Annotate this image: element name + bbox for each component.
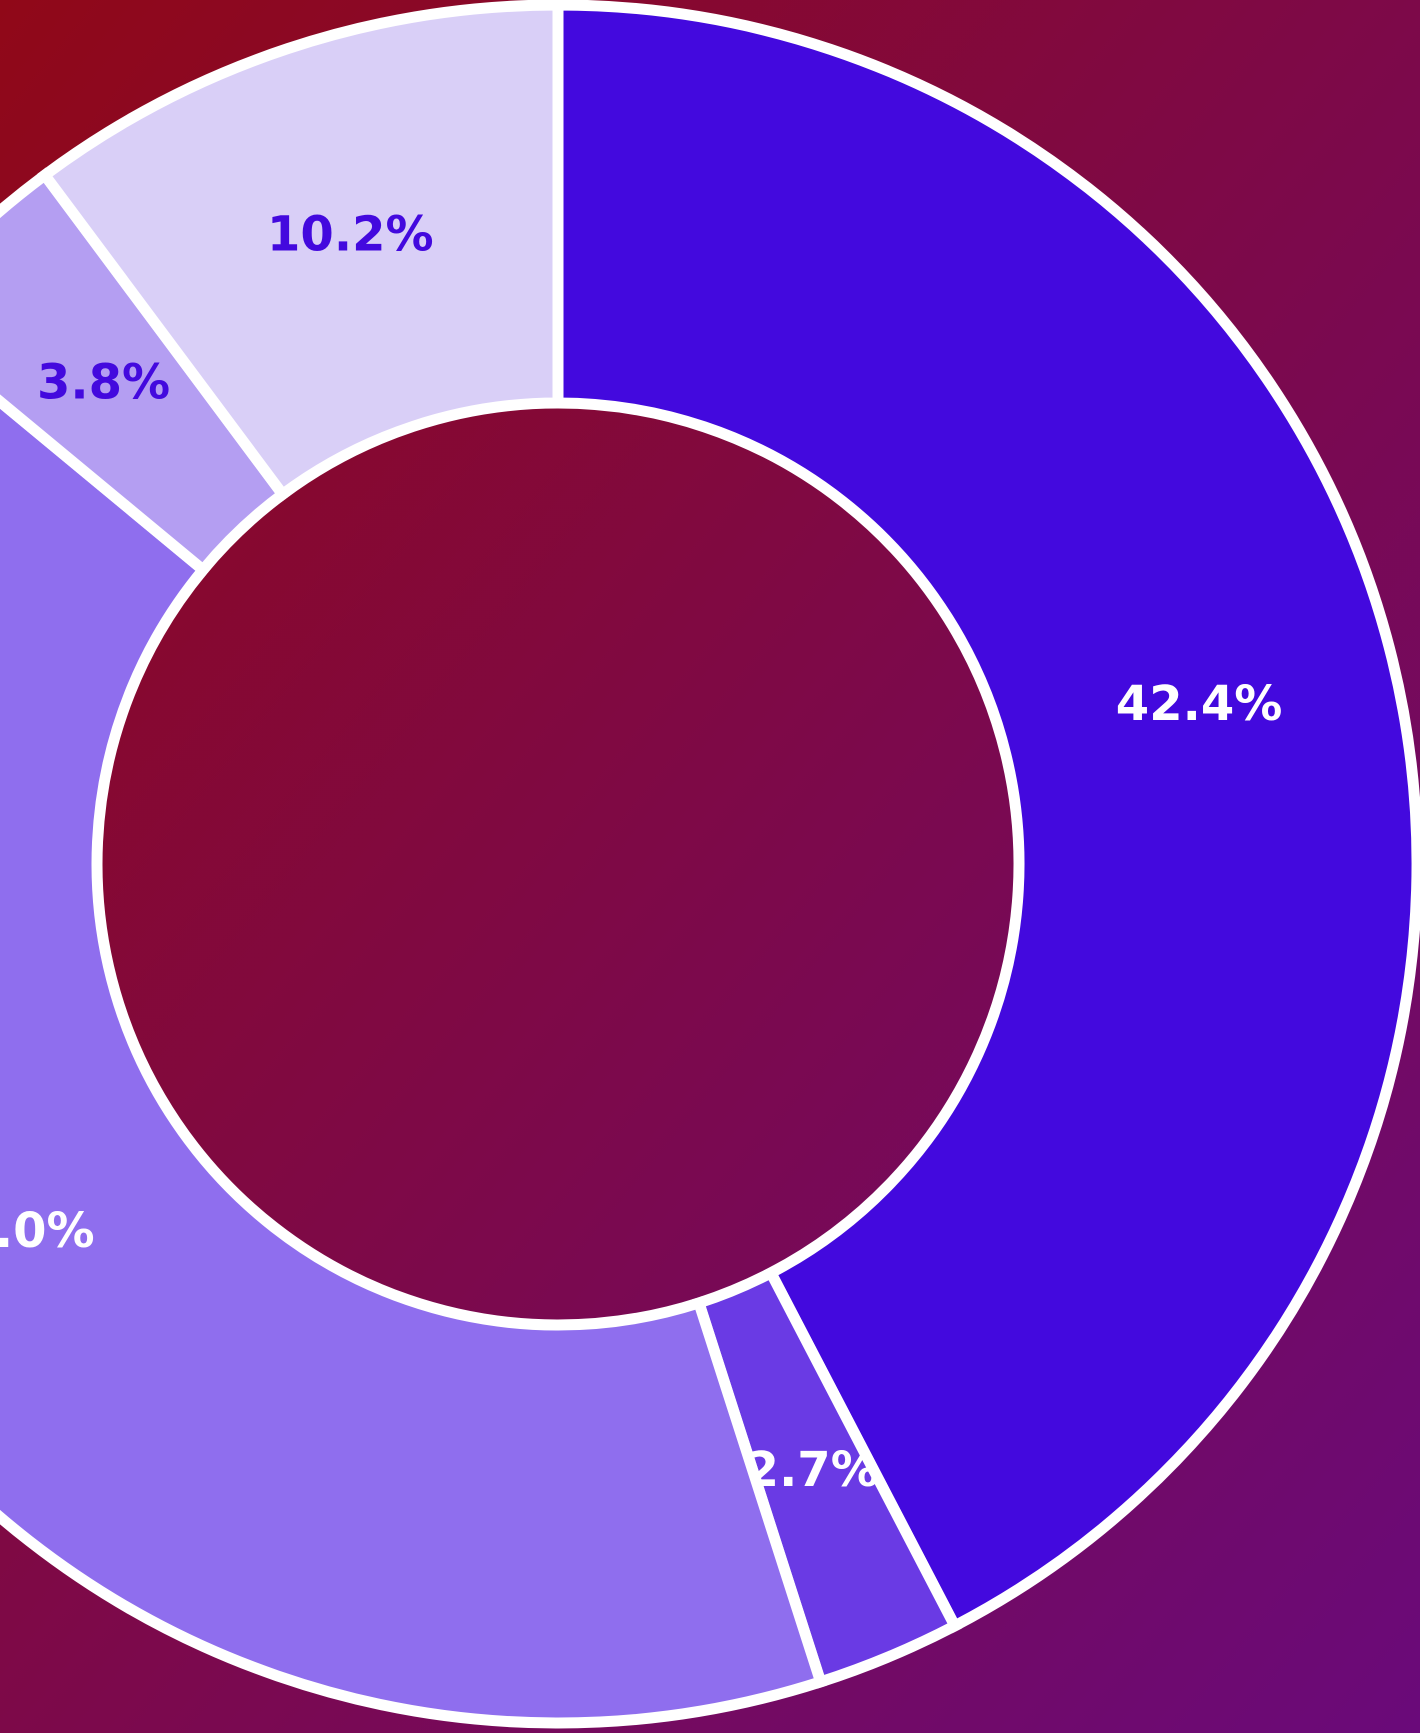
data-label: 2.7% bbox=[746, 1442, 879, 1498]
data-label: 42.4% bbox=[1116, 676, 1283, 732]
data-label: 10.2% bbox=[267, 207, 434, 263]
donut-segment bbox=[0, 394, 828, 1729]
donut-segment bbox=[37, 0, 564, 502]
data-label: 41.0% bbox=[0, 1203, 95, 1259]
donut-segment bbox=[552, 0, 1420, 1634]
data-label: 3.8% bbox=[37, 354, 170, 410]
